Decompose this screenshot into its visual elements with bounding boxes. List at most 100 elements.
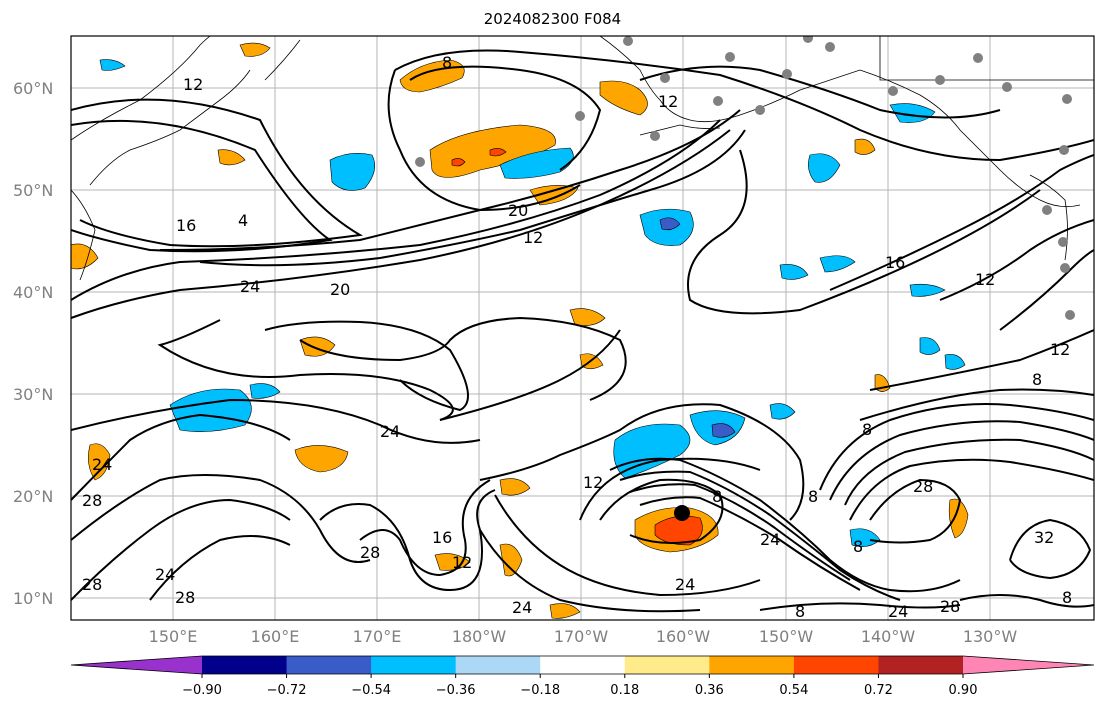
- storm-center-marker: [674, 505, 690, 521]
- colorbar-tick-label: −0.72: [267, 683, 307, 698]
- blue-blob: [249, 383, 281, 399]
- map-plot-area: 12 8 12 4 16 20 12 16 12 24 20 8 24 24 2…: [71, 36, 1094, 621]
- contour-label: 32: [1034, 528, 1054, 547]
- lon-label-130w: 130°W: [963, 627, 1018, 646]
- contour-label: 8: [853, 537, 863, 556]
- station-dot: [1002, 82, 1012, 92]
- map-title: 2024082300 F084: [483, 10, 622, 28]
- contour-label: 28: [360, 543, 380, 562]
- colorbar-swatch: [455, 656, 541, 674]
- station-dot: [755, 105, 765, 115]
- blue-blob: [919, 337, 941, 355]
- contour-label: 24: [760, 530, 780, 549]
- contour-label: 12: [452, 553, 472, 572]
- contour-label: 12: [1050, 340, 1070, 359]
- station-dot: [888, 86, 898, 96]
- orange-blob: [434, 553, 471, 571]
- station-dot: [935, 75, 945, 85]
- lat-label-30n: 30°N: [13, 385, 53, 404]
- station-dot: [1065, 310, 1075, 320]
- orange-blob: [88, 443, 111, 481]
- colorbar-tick-label: 0.72: [864, 683, 893, 698]
- orange-blob: [489, 148, 507, 157]
- orange-blob: [217, 149, 246, 166]
- lon-label-140w: 140°W: [861, 627, 916, 646]
- contour-label: 12: [658, 92, 678, 111]
- blue-blob: [769, 403, 796, 420]
- contour-label: 12: [975, 270, 995, 289]
- station-dot: [1060, 263, 1070, 273]
- station-dot: [1042, 205, 1052, 215]
- contour-label: 28: [82, 491, 102, 510]
- orange-blob: [239, 42, 271, 57]
- contour-label: 8: [808, 487, 818, 506]
- colorbar-tick-label: −0.36: [436, 683, 476, 698]
- lat-label-50n: 50°N: [13, 181, 53, 200]
- station-dot: [1062, 94, 1072, 104]
- contour-label: 8: [442, 53, 452, 72]
- station-dot: [825, 42, 835, 52]
- contour-label: 12: [523, 228, 543, 247]
- station-dot: [1059, 145, 1069, 155]
- lon-label-180w: 180°W: [452, 627, 507, 646]
- lat-label-10n: 10°N: [13, 589, 53, 608]
- contour-label: 16: [885, 253, 905, 272]
- orange-blob: [549, 603, 581, 619]
- station-dot: [713, 96, 723, 106]
- colorbar-swatch: [878, 656, 964, 674]
- station-dot: [803, 36, 813, 43]
- colorbar: −0.90 −0.72 −0.54 −0.36 −0.18 0.18 0.36 0.54 0.7…: [70, 655, 1095, 698]
- contour-label: 20: [330, 280, 350, 299]
- blue-blob: [779, 264, 809, 280]
- colorbar-tick-label: −0.54: [351, 683, 391, 698]
- orange-blob: [451, 158, 466, 167]
- station-markers: [415, 36, 1075, 320]
- lat-label-20n: 20°N: [13, 487, 53, 506]
- blue-blob: [889, 103, 936, 123]
- contour-label: 12: [183, 75, 203, 94]
- station-dot: [650, 131, 660, 141]
- contour-label: 28: [940, 597, 960, 616]
- contour-label: 8: [712, 487, 722, 506]
- contour-label: 24: [92, 455, 112, 474]
- colorbar-tick-label: 0.54: [779, 683, 808, 698]
- contour-label: 28: [82, 575, 102, 594]
- orange-blob: [499, 478, 531, 496]
- orange-blob: [854, 138, 876, 155]
- lon-label-150w: 150°W: [759, 627, 814, 646]
- contour-label: 8: [795, 602, 805, 621]
- blue-blob: [819, 255, 856, 273]
- contour-label: 24: [888, 602, 908, 621]
- orange-blob: [499, 543, 523, 577]
- colorbar-tick-label: 0.18: [610, 683, 639, 698]
- contour-label: 24: [155, 565, 175, 584]
- colorbar-swatch: [624, 656, 710, 674]
- blue-blob: [329, 153, 376, 191]
- station-dot: [1058, 237, 1068, 247]
- station-dot: [623, 36, 633, 46]
- contour-label: 16: [176, 216, 196, 235]
- lat-label-40n: 40°N: [13, 283, 53, 302]
- contour-label: 24: [240, 277, 260, 296]
- blue-blob: [944, 354, 966, 370]
- contour-label: 24: [675, 575, 695, 594]
- colorbar-swatch: [793, 656, 879, 674]
- lon-label-160w: 160°W: [656, 627, 711, 646]
- lon-label-150e: 150°E: [149, 627, 198, 646]
- colorbar-tick-label: 0.36: [695, 683, 724, 698]
- contour-label: 20: [508, 201, 528, 220]
- latitude-labels: 60°N 50°N 40°N 30°N 20°N 10°N: [13, 79, 53, 608]
- orange-blob: [599, 80, 648, 116]
- contour-label: 24: [380, 422, 400, 441]
- blue-blob: [613, 423, 691, 479]
- blue-blob: [909, 283, 946, 297]
- blue-blob: [659, 217, 681, 231]
- orange-blob: [294, 445, 349, 473]
- orange-blob: [71, 243, 99, 270]
- contour-label: 8: [862, 420, 872, 439]
- colorbar-tick-label: −0.90: [182, 683, 222, 698]
- blue-blob: [711, 423, 736, 438]
- station-dot: [575, 111, 585, 121]
- station-dot: [782, 69, 792, 79]
